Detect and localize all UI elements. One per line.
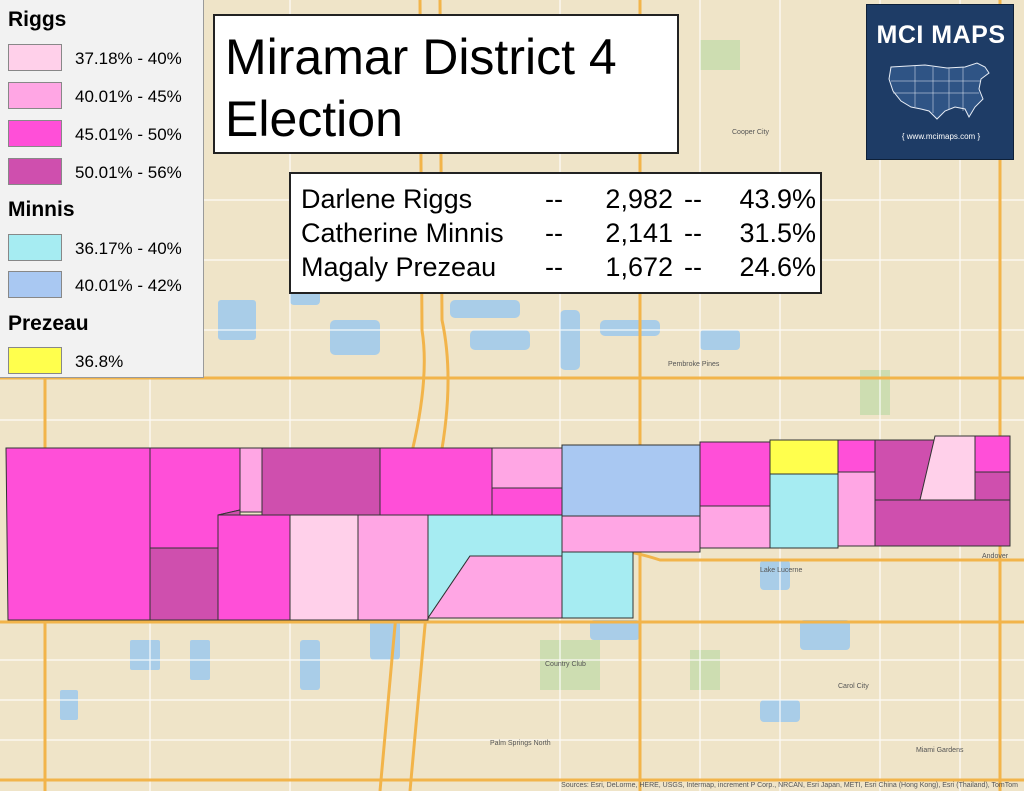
separator: -- [545, 218, 563, 248]
legend-heading-riggs: Riggs [8, 8, 67, 31]
vote-count: 2,982 [605, 184, 673, 214]
separator: -- [545, 184, 563, 214]
vote-percent: 43.9% [739, 184, 816, 214]
precinct [261, 447, 381, 516]
precinct [974, 435, 1011, 473]
label-carol-city: Carol City [838, 683, 869, 690]
legend-swatch [8, 44, 62, 71]
candidate-name: Catherine Minnis [301, 218, 504, 248]
legend-label: 50.01% - 56% [75, 163, 182, 182]
precinct [491, 447, 563, 489]
legend-label: 40.01% - 42% [75, 276, 182, 295]
label-cooper-city: Cooper City [732, 129, 769, 136]
label-pembroke-pines: Pembroke Pines [668, 361, 720, 368]
precinct [874, 499, 1011, 547]
legend-label: 37.18% - 40% [75, 49, 182, 68]
legend-swatch [8, 158, 62, 185]
legend-label: 36.17% - 40% [75, 239, 182, 258]
precinct [837, 471, 876, 547]
vote-percent: 31.5% [739, 218, 816, 248]
label-andover: Andover [982, 553, 1009, 560]
label-country-club: Country Club [545, 661, 586, 668]
map-title-line-2: Election [225, 91, 403, 147]
precinct [837, 439, 876, 473]
separator: -- [684, 218, 702, 248]
separator: -- [684, 184, 702, 214]
legend-swatch [8, 271, 62, 298]
logo-url: { www.mcimaps.com } [901, 132, 981, 141]
place-labels: Pembroke Pines Country Club Lake Lucerne… [490, 129, 1009, 754]
precinct [699, 505, 771, 549]
precinct [239, 447, 263, 513]
separator: -- [545, 252, 563, 282]
legend-heading-prezeau: Prezeau [8, 312, 89, 335]
legend-label: 36.8% [75, 352, 124, 371]
precinct [699, 441, 771, 507]
legend-swatch [8, 120, 62, 147]
map-attribution: Sources: Esri, DeLorme, HERE, USGS, Inte… [561, 782, 1018, 789]
precinct [357, 514, 429, 621]
vote-count: 2,141 [605, 218, 673, 248]
results-box: Darlene Riggs -- 2,982 -- 43.9% Catherin… [289, 172, 822, 294]
legend-swatch [8, 82, 62, 109]
usa-map-icon [888, 62, 990, 120]
separator: -- [684, 252, 702, 282]
legend-label: 40.01% - 45% [75, 87, 182, 106]
legend-swatch [8, 347, 62, 374]
legend-heading-minnis: Minnis [8, 198, 75, 221]
precinct [561, 444, 701, 517]
district-precincts [5, 435, 1011, 621]
legend-panel: Riggs 37.18% - 40% 40.01% - 45% 45.01% -… [0, 0, 204, 378]
precinct [561, 515, 701, 553]
result-row: Darlene Riggs -- 2,982 -- 43.9% [301, 184, 816, 216]
precinct [5, 447, 151, 621]
precinct [289, 514, 359, 621]
precinct [769, 473, 839, 549]
precinct [974, 471, 1011, 501]
precinct [769, 439, 839, 475]
vote-count: 1,672 [605, 252, 673, 282]
label-palm-springs-north: Palm Springs North [490, 740, 551, 747]
map-title-line-1: Miramar District 4 [225, 29, 617, 85]
map-title-box: Miramar District 4 Election [213, 14, 679, 154]
candidate-name: Magaly Prezeau [301, 252, 497, 282]
mci-maps-logo: MCI MAPS { www.mcimaps.com } [866, 4, 1014, 160]
precinct [379, 447, 493, 521]
result-row: Catherine Minnis -- 2,141 -- 31.5% [301, 218, 816, 250]
candidate-name: Darlene Riggs [301, 184, 473, 214]
label-miami-gardens: Miami Gardens [916, 747, 964, 754]
legend-swatch [8, 234, 62, 261]
legend-label: 45.01% - 50% [75, 125, 182, 144]
label-lake-lucerne: Lake Lucerne [760, 567, 803, 574]
logo-title: MCI MAPS [876, 21, 1006, 49]
result-row: Magaly Prezeau -- 1,672 -- 24.6% [301, 252, 816, 284]
vote-percent: 24.6% [739, 252, 816, 282]
precinct [217, 514, 291, 621]
precinct [561, 551, 634, 619]
